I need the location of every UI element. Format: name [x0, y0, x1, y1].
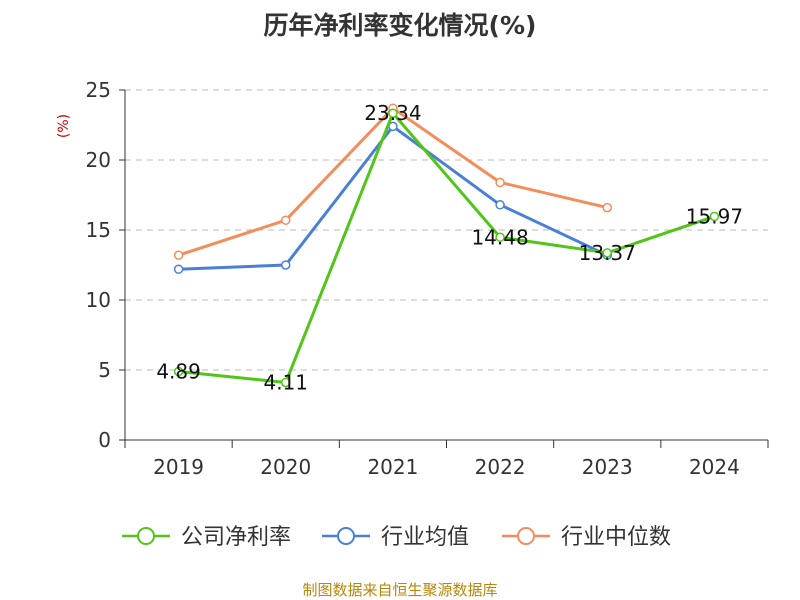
data-label: 13.37 [579, 241, 636, 265]
series-point-0[interactable] [281, 377, 291, 388]
x-tick-label: 2019 [153, 455, 204, 479]
x-tick-label: 2022 [475, 455, 526, 479]
y-tick-label: 20 [86, 148, 111, 172]
series-point-1[interactable] [173, 264, 184, 274]
legend-item-1[interactable]: 行业均值 [322, 525, 469, 550]
series-point-1[interactable] [495, 200, 505, 210]
x-tick-label: 2024 [689, 455, 740, 479]
series-point-0[interactable] [495, 232, 505, 243]
x-tick-label: 2021 [367, 455, 418, 479]
y-tick-label: 10 [86, 288, 111, 312]
legend-label: 行业均值 [381, 525, 469, 550]
data-label: 4.89 [156, 360, 201, 384]
series-point-2[interactable] [602, 202, 612, 213]
source-note: 制图数据来自恒生聚源数据库 [302, 581, 498, 599]
x-tick-label: 2023 [582, 455, 633, 479]
legend-item-0[interactable]: 公司净利率 [122, 525, 291, 550]
legend-swatch-marker [337, 527, 355, 545]
y-axis-label: (%) [56, 114, 72, 138]
legend-item-2[interactable]: 行业中位数 [502, 525, 671, 550]
y-tick-label: 0 [98, 428, 111, 452]
series-line-0 [178, 111, 715, 384]
series-line-1 [178, 124, 608, 271]
data-label: 4.11 [263, 370, 308, 394]
series-point-0[interactable] [173, 366, 184, 377]
legend-label: 公司净利率 [181, 525, 291, 550]
series-point-0[interactable] [602, 248, 612, 258]
x-tick-label: 2020 [260, 455, 311, 479]
series-point-2[interactable] [173, 250, 184, 260]
grid-layer [125, 89, 768, 371]
legend-label: 行业中位数 [561, 525, 671, 550]
y-tick-label: 15 [86, 218, 111, 242]
data-label: 15.97 [686, 204, 743, 228]
data-label: 23.34 [364, 101, 421, 125]
series-point-0[interactable] [388, 108, 398, 118]
axis-layer: 0 5 10 15 20 25 2019 2020 2021 2022 2023 2024 [86, 78, 769, 479]
y-tick-label: 25 [86, 78, 111, 102]
series-point-0[interactable] [709, 211, 720, 222]
legend-swatch-marker [517, 527, 535, 545]
data-label-layer: 4.89 4.11 23.34 14.48 13.37 15.97 [156, 101, 743, 394]
legend-swatch-marker [137, 527, 155, 545]
series-point-2[interactable] [281, 215, 291, 225]
legend[interactable]: 公司净利率 行业均值 行业中位数 [122, 525, 671, 550]
chart-title: 历年净利率变化情况(%) [263, 11, 537, 40]
series-point-2[interactable] [495, 177, 505, 188]
y-tick-label: 5 [98, 358, 111, 382]
series-point-1[interactable] [281, 260, 291, 270]
series-layer [173, 103, 720, 388]
data-label: 14.48 [471, 225, 528, 249]
